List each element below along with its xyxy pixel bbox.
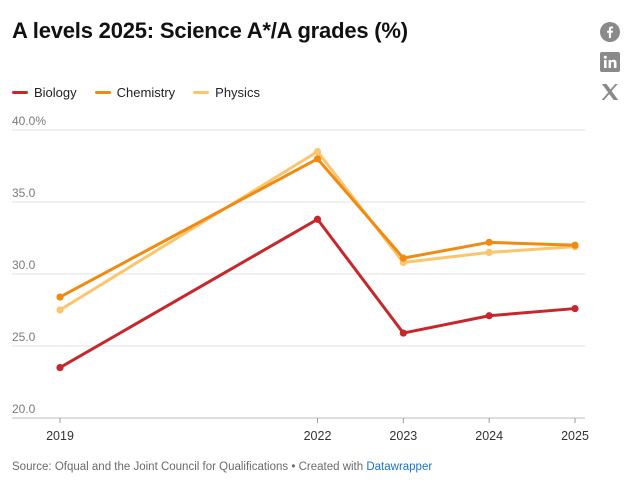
legend-label-chemistry: Chemistry: [116, 85, 176, 100]
data-point-physics: [313, 148, 322, 156]
legend-swatch-biology: [12, 91, 28, 94]
data-point-physics: [485, 248, 493, 256]
source-note: Source: Ofqual and the Joint Council for…: [12, 461, 289, 473]
series-line-physics: [58, 150, 577, 312]
chart-footer: Source: Ofqual and the Joint Council for…: [12, 461, 432, 473]
legend-label-biology: Biology: [34, 85, 77, 100]
x-tick-label: 2022: [304, 429, 332, 443]
data-point-chemistry: [485, 238, 493, 246]
data-point-biology: [313, 215, 322, 223]
data-point-chemistry: [313, 155, 322, 163]
x-tick-label: 2023: [389, 429, 417, 443]
data-point-biology: [56, 364, 64, 372]
y-tick-label: 35.0: [12, 186, 36, 200]
data-point-physics: [56, 306, 64, 314]
data-point-chemistry: [56, 293, 64, 301]
x-tick-label: 2019: [46, 429, 74, 443]
data-point-biology: [399, 329, 407, 337]
chart-legend: Biology Chemistry Physics: [12, 85, 260, 100]
legend-swatch-physics: [193, 91, 210, 94]
y-tick-label: 25.0: [12, 330, 36, 344]
data-point-chemistry: [399, 254, 407, 262]
facebook-icon[interactable]: [600, 22, 620, 42]
data-point-biology: [571, 304, 579, 313]
legend-item-chemistry: Chemistry: [94, 85, 176, 100]
data-point-chemistry: [571, 241, 579, 249]
legend-item-biology: Biology: [12, 85, 77, 100]
x-icon[interactable]: [600, 82, 620, 102]
y-tick-label: 30.0: [12, 258, 36, 272]
legend-swatch-chemistry: [94, 91, 111, 94]
share-buttons: [600, 22, 620, 102]
x-tick-label: 2024: [475, 429, 503, 443]
datawrapper-link[interactable]: Datawrapper: [366, 461, 433, 473]
data-point-biology: [485, 312, 493, 320]
legend-label-physics: Physics: [215, 85, 260, 100]
y-tick-label: 40.0%: [12, 114, 46, 128]
created-with-label: • Created with: [291, 461, 364, 473]
legend-item-physics: Physics: [193, 85, 260, 100]
series-line-chemistry: [58, 157, 577, 299]
y-tick-label: 20.0: [12, 402, 36, 416]
x-tick-label: 2025: [561, 429, 589, 443]
linkedin-icon[interactable]: [600, 52, 620, 72]
chart-title: A levels 2025: Science A*/A grades (%): [12, 18, 408, 43]
